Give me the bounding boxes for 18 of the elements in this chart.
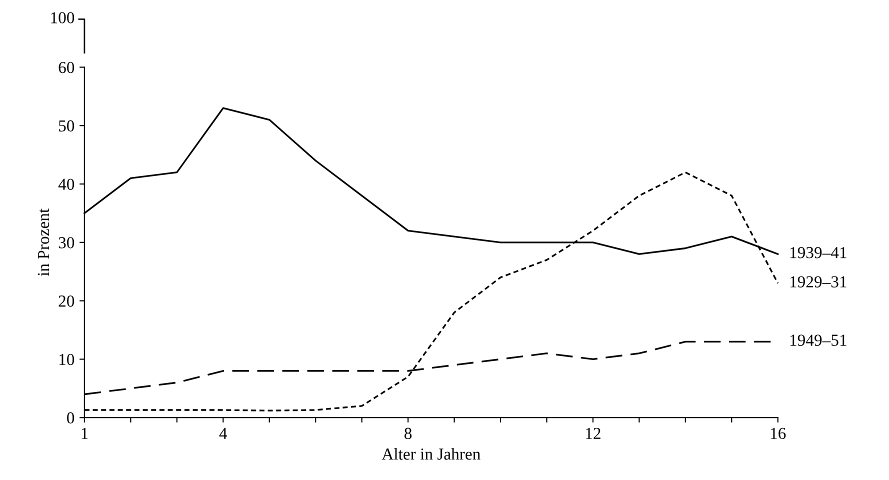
y-tick-label: 0 — [67, 412, 74, 424]
y-tick-label: 10 — [60, 354, 74, 366]
series-label: 1949–51 — [790, 334, 846, 346]
text: 100 — [51, 12, 74, 24]
y-tick-label: 30 — [58, 237, 74, 248]
x-tick-label: 8 — [404, 428, 412, 440]
y-tick-label: 60 — [58, 62, 74, 74]
x-axis-title: Alter in Jahren — [382, 448, 480, 460]
x-tick-label: 1 — [82, 428, 88, 439]
y-axis-title: in Prozent — [38, 208, 50, 276]
x-tick-label: 12 — [586, 428, 600, 439]
series-label: 1939–41 — [790, 247, 846, 258]
x-tick-label: 16 — [771, 428, 786, 440]
series-label: 1929–31 — [790, 276, 846, 288]
y-tick-label: 20 — [58, 296, 74, 307]
y-tick-label: 40 — [58, 178, 74, 190]
x-tick-label: 4 — [219, 428, 228, 439]
y-tick-label: 50 — [59, 120, 74, 132]
